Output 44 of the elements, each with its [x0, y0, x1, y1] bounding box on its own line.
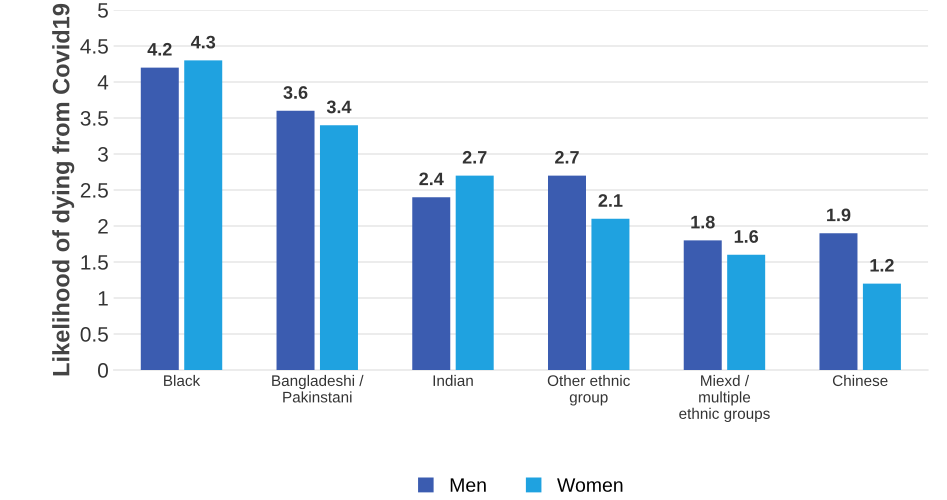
x-tick-label: Other ethnic group: [548, 374, 630, 406]
data-label: 4.3: [190, 36, 216, 49]
legend-label: Women: [557, 478, 622, 492]
data-label: 2.7: [555, 150, 579, 164]
bar: [591, 218, 630, 370]
y-tick-label: 3: [98, 147, 108, 162]
data-label: 2.7: [462, 150, 486, 164]
data-label: 1.2: [870, 258, 894, 272]
x-tick-label: Indian: [434, 374, 473, 386]
bar: [819, 233, 858, 370]
bar: [548, 176, 586, 370]
y-tick-label: 1.5: [81, 255, 108, 270]
y-tick-label: 0: [98, 363, 108, 378]
y-tick-label: 2.5: [80, 183, 108, 198]
data-label: 1.8: [691, 216, 715, 228]
y-tick-label: 1: [98, 291, 108, 306]
x-tick-label: Black: [164, 374, 200, 386]
y-tick-label: 3.5: [80, 111, 108, 126]
data-label: 2.4: [419, 172, 444, 186]
legend-label: Men: [450, 478, 486, 492]
data-label: 3.4: [326, 100, 352, 114]
bar: [727, 254, 766, 370]
bar: [140, 68, 179, 370]
y-tick-label: 0.5: [80, 327, 108, 342]
bar: [276, 110, 315, 370]
data-label: 3.6: [283, 86, 308, 99]
bar: [184, 60, 222, 370]
y-tick-label: 5: [98, 3, 108, 18]
x-tick-label: Chinese: [832, 374, 888, 386]
data-label: 1.9: [827, 208, 850, 222]
bar: [412, 197, 450, 370]
y-tick-label: 2: [98, 219, 108, 234]
bar: [862, 284, 901, 370]
data-label: 1.6: [734, 230, 758, 243]
bar: [684, 240, 722, 370]
y-tick-label: 4: [98, 75, 108, 90]
x-tick-label: Bangladeshi / Pakinstani: [272, 374, 364, 403]
data-label: 2.1: [598, 194, 622, 207]
bar: [320, 125, 358, 370]
x-tick-label: Miexd / multiple ethnic groups: [679, 374, 770, 422]
y-axis-title: Likelihood of dying from Covid19: [52, 4, 74, 376]
bar: [456, 176, 494, 370]
y-tick-label: 4.5: [80, 39, 108, 54]
data-label: 4.2: [148, 42, 172, 56]
